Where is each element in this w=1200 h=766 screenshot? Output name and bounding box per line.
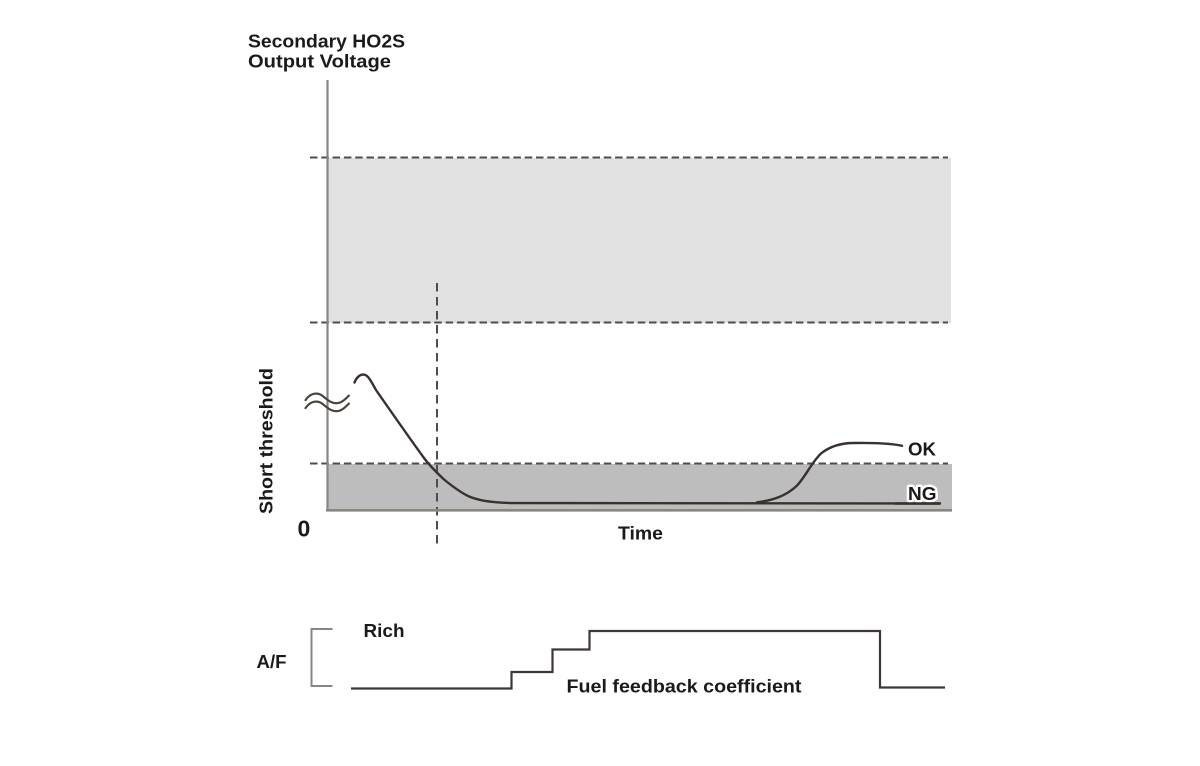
svg-text:Fuel feedback coefficient: Fuel feedback coefficient bbox=[567, 675, 802, 696]
svg-text:Secondary HO2S: Secondary HO2S bbox=[248, 31, 405, 52]
svg-text:Short threshold: Short threshold bbox=[256, 368, 277, 514]
svg-text:Output Voltage: Output Voltage bbox=[248, 51, 391, 72]
svg-text:0: 0 bbox=[298, 516, 311, 542]
svg-text:NG: NG bbox=[908, 483, 937, 504]
svg-text:Time: Time bbox=[618, 523, 663, 544]
svg-text:A/F: A/F bbox=[257, 651, 287, 672]
svg-text:Rich: Rich bbox=[364, 620, 405, 641]
svg-text:OK: OK bbox=[908, 439, 937, 460]
